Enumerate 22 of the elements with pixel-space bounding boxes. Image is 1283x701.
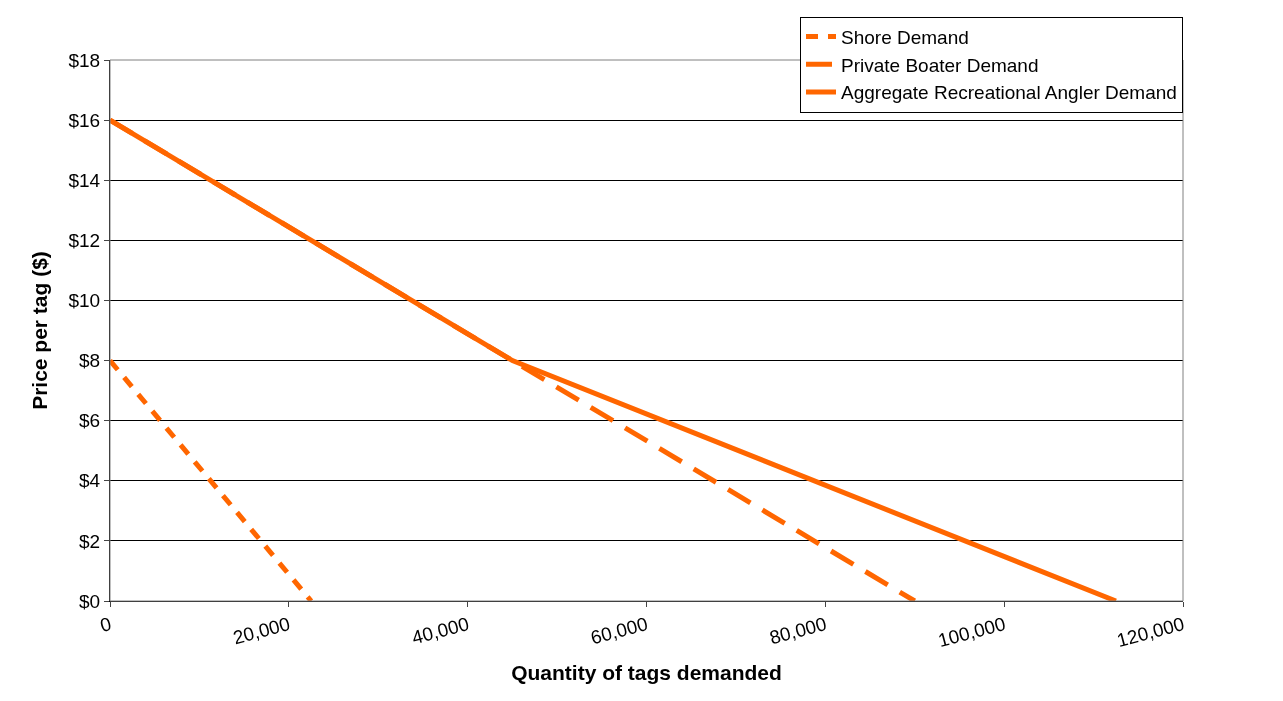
legend-label: Aggregate Recreational Angler Demand — [841, 82, 1177, 104]
y-tick-label: $6 — [79, 410, 101, 432]
y-tick-label: $10 — [68, 290, 101, 312]
y-tick-label: $12 — [68, 229, 101, 251]
y-tick-label: $4 — [79, 470, 101, 492]
x-tick-label: 80,000 — [767, 613, 829, 649]
y-tick-label: $0 — [79, 590, 101, 612]
x-tick-label: 120,000 — [1114, 613, 1187, 652]
x-tick-label: 0 — [97, 613, 114, 637]
x-tick-label: 20,000 — [230, 613, 293, 649]
legend-label: Private Boater Demand — [841, 54, 1039, 76]
y-tick-label: $14 — [68, 169, 101, 191]
x-tick-label: 60,000 — [588, 613, 650, 649]
y-tick-label: $16 — [68, 109, 101, 131]
y-axis-title: Price per tag ($) — [27, 251, 51, 410]
y-tick-label: $18 — [68, 49, 101, 71]
x-tick-label: 40,000 — [409, 613, 472, 649]
x-tick-label: 100,000 — [935, 613, 1008, 652]
y-tick-label: $8 — [79, 350, 101, 372]
x-axis-title: Quantity of tags demanded — [511, 661, 782, 685]
legend-label: Shore Demand — [841, 26, 969, 48]
y-tick-label: $2 — [79, 530, 101, 552]
